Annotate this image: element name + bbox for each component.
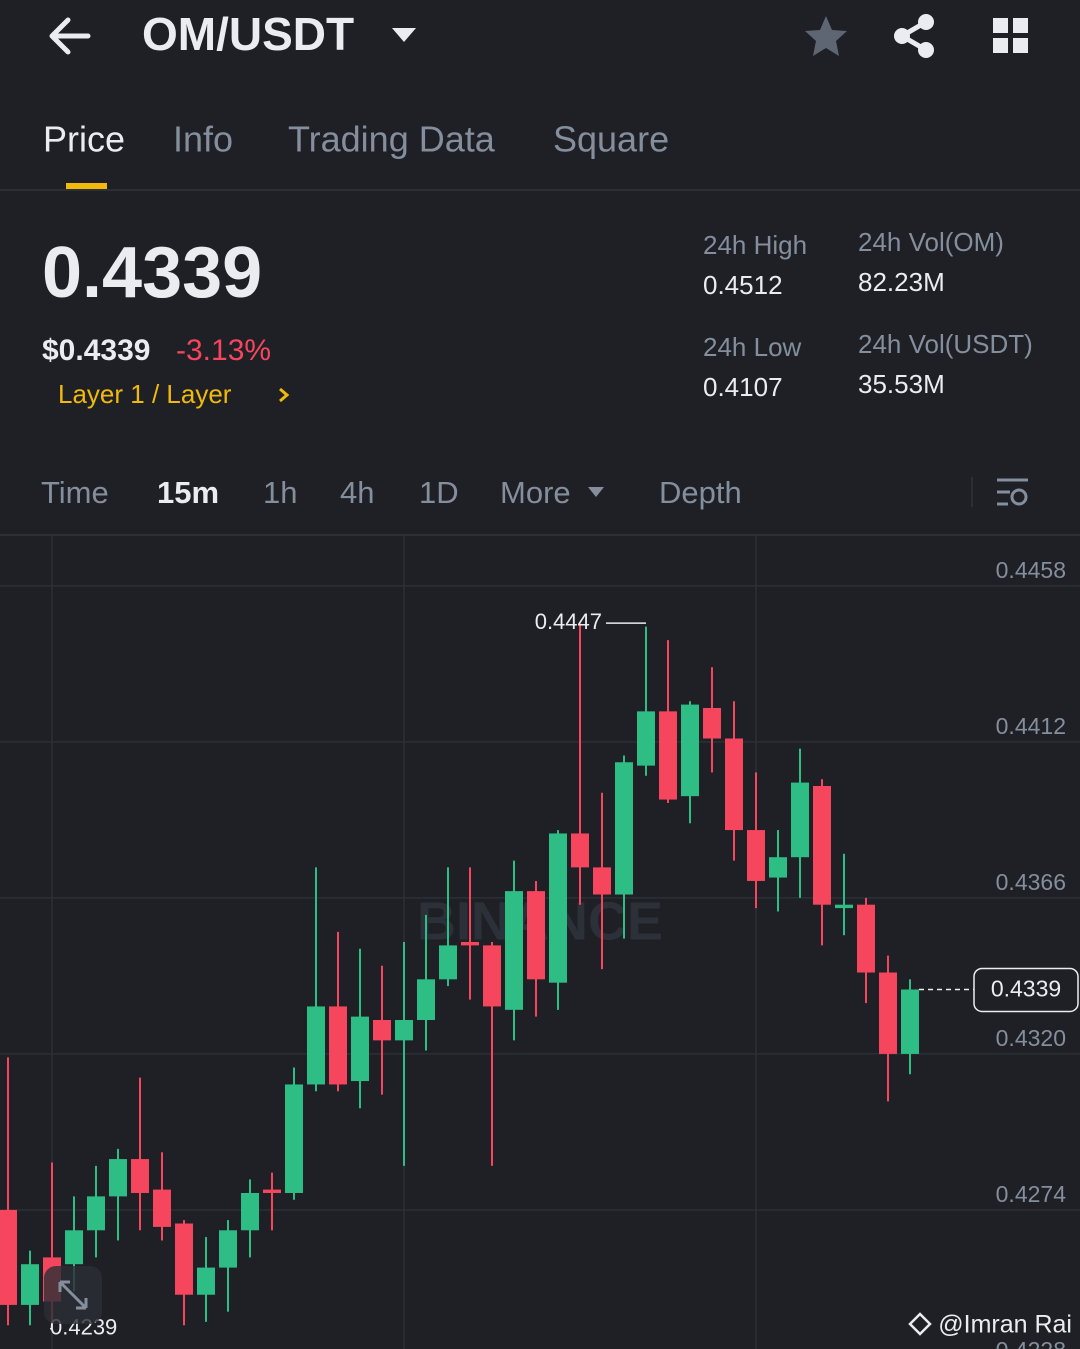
stat-label: 24h Low — [703, 332, 802, 362]
candle-body — [483, 945, 501, 1007]
candle-body — [527, 891, 545, 980]
share-icon[interactable] — [894, 14, 934, 58]
candle-body — [219, 1230, 237, 1268]
candle-body — [0, 1209, 17, 1305]
candle-body — [725, 738, 743, 831]
candle-body — [879, 972, 897, 1054]
y-tick-label: 0.4320 — [996, 1025, 1066, 1051]
candle-body — [285, 1084, 303, 1193]
chart-settings-icon[interactable] — [997, 478, 1028, 506]
tag-chevron[interactable] — [279, 387, 290, 403]
stat-label: 24h High — [703, 230, 807, 260]
candle-body — [659, 711, 677, 800]
candle-body — [109, 1159, 127, 1197]
pair-dropdown[interactable] — [392, 28, 416, 42]
candle-body — [197, 1267, 215, 1295]
candle-body — [615, 762, 633, 895]
y-tick-label: 0.4458 — [996, 557, 1066, 583]
candle-body — [593, 867, 611, 895]
y-tick-label: 0.4366 — [996, 869, 1066, 895]
stat-value: 82.23M — [858, 267, 945, 297]
candle-body — [769, 857, 787, 878]
interval-option[interactable]: More — [500, 475, 571, 510]
candle-body — [241, 1192, 259, 1231]
y-tick-label: 0.4228 — [996, 1337, 1066, 1349]
interval-option[interactable]: 15m — [157, 475, 219, 510]
interval-option[interactable]: Time — [41, 475, 109, 510]
y-tick-label: 0.4412 — [996, 713, 1066, 739]
pair-title[interactable]: OM/USDT — [142, 8, 354, 60]
more-dropdown[interactable] — [588, 487, 604, 497]
last-price-box — [973, 967, 1079, 1013]
tab[interactable]: Info — [173, 119, 233, 160]
candle-body — [351, 1016, 369, 1082]
candle-body — [329, 1006, 347, 1085]
candle-body — [395, 1020, 413, 1041]
candle-body — [439, 945, 457, 980]
tab[interactable]: Square — [553, 119, 669, 160]
candle-body — [175, 1223, 193, 1295]
stat-label: 24h Vol(USDT) — [858, 329, 1033, 359]
favorite-icon[interactable] — [805, 16, 847, 56]
candle-body — [791, 782, 809, 858]
credit-logo — [908, 1312, 932, 1336]
interval-option[interactable]: 1h — [263, 475, 297, 510]
sector-tag[interactable]: Layer 1 / Layer — [58, 379, 232, 409]
candle-body — [21, 1264, 39, 1305]
stat-value: 0.4107 — [703, 372, 783, 402]
fullscreen-icon — [58, 1280, 88, 1310]
tab[interactable]: Price — [43, 119, 125, 160]
candle-body — [263, 1189, 281, 1193]
usd-price: $0.4339 — [42, 334, 150, 367]
stat-value: 35.53M — [858, 369, 945, 399]
candle-body — [681, 704, 699, 797]
candle-body — [87, 1196, 105, 1231]
candle-body — [703, 707, 721, 739]
interval-option[interactable]: Depth — [659, 475, 742, 510]
interval-option[interactable]: 4h — [340, 475, 374, 510]
candle-body — [813, 785, 831, 905]
y-tick-label: 0.4274 — [996, 1181, 1067, 1207]
layout-icon[interactable] — [993, 18, 1028, 53]
credit: @Imran Rai — [938, 1311, 1072, 1339]
candle-body — [571, 833, 589, 868]
candle-body — [901, 989, 919, 1054]
back-button[interactable] — [49, 17, 91, 55]
stat-value: 0.4512 — [703, 270, 783, 300]
candle-body — [373, 1020, 391, 1041]
candle-body — [461, 942, 479, 946]
active-tab-indicator — [66, 183, 107, 189]
candle-body — [307, 1006, 325, 1085]
tab[interactable]: Trading Data — [288, 119, 496, 160]
candle-body — [549, 833, 567, 983]
candle-body — [857, 904, 875, 973]
stat-label: 24h Vol(OM) — [858, 227, 1004, 257]
candle-body — [747, 830, 765, 881]
price-change: -3.13% — [176, 334, 271, 367]
candle-body — [131, 1159, 149, 1193]
interval-option[interactable]: 1D — [419, 475, 459, 510]
candle-body — [65, 1230, 83, 1265]
candle-body — [505, 891, 523, 1010]
last-price: 0.4339 — [42, 233, 262, 313]
candle-body — [417, 979, 435, 1021]
high-marker-label: 0.4447 — [535, 609, 602, 634]
candle-body — [153, 1189, 171, 1227]
candle-body — [637, 711, 655, 766]
last-price-label: 0.4339 — [991, 976, 1061, 1002]
candle-body — [835, 904, 853, 909]
